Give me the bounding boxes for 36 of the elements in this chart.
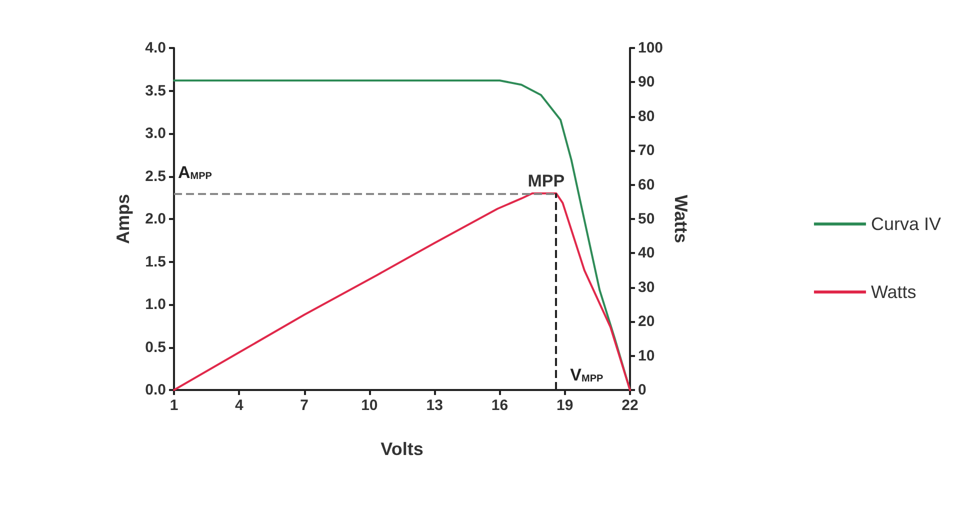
y2-tick-label: 60 — [638, 176, 655, 194]
y2-tick-label: 10 — [638, 347, 655, 364]
legend-label: Curva IV — [870, 214, 942, 234]
y2-tick-label: 20 — [638, 313, 655, 330]
y-tick-label: 4.0 — [145, 40, 166, 56]
y2-tick-label: 90 — [638, 74, 655, 91]
y2-tick-label: 50 — [638, 210, 655, 228]
x-axis-title: Volts — [380, 439, 424, 459]
y-tick-label: 0.0 — [145, 382, 166, 398]
y-tick-label: 3.5 — [145, 82, 166, 100]
x-tick-label: 7 — [300, 397, 308, 414]
x-tick-label: 22 — [622, 397, 638, 414]
y-tick-label: 1.0 — [145, 296, 166, 313]
y2-tick-label: 70 — [638, 142, 655, 160]
y-tick-label: 2.5 — [145, 168, 166, 185]
legend-label: Watts — [870, 282, 916, 302]
ref-line-label: AMPP — [178, 162, 212, 182]
x-tick-label: 13 — [426, 397, 443, 414]
annotation: MPP — [528, 171, 565, 190]
y2-tick-label: 40 — [638, 244, 655, 262]
ref-line-label: VMPP — [570, 366, 604, 384]
y2-tick-label: 30 — [638, 278, 655, 296]
y-tick-label: 0.5 — [145, 338, 166, 356]
x-tick-label: 1 — [170, 397, 178, 414]
x-tick-label: 10 — [361, 397, 378, 414]
y-tick-label: 1.5 — [145, 253, 166, 270]
x-tick-label: 4 — [234, 397, 244, 414]
y2-tick-label: 100 — [638, 40, 664, 56]
y-axis-title: Amps — [113, 194, 133, 244]
y-tick-label: 2.0 — [145, 210, 166, 228]
y2-tick-label: 0 — [638, 382, 646, 398]
y-tick-label: 3.0 — [145, 125, 166, 142]
y2-tick-label: 80 — [638, 108, 655, 125]
y2-axis-title: Watts — [671, 194, 691, 244]
x-tick-label: 16 — [491, 397, 508, 414]
x-tick-label: 19 — [556, 397, 574, 414]
